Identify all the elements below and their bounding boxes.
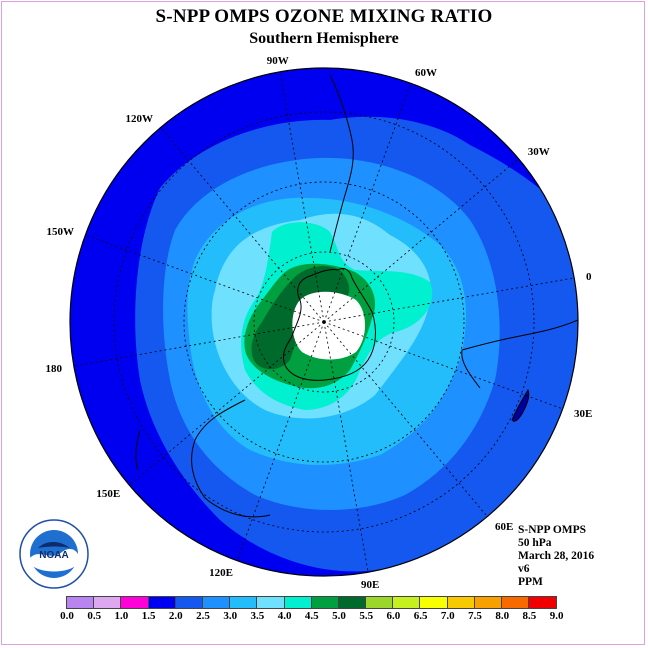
colorbar-tick-label: 7.0 — [440, 610, 455, 622]
colorbar-segment — [230, 597, 258, 608]
colorbar-segment — [284, 597, 312, 608]
colorbar-tick-label: 2.5 — [196, 610, 210, 622]
colorbar-segment — [121, 597, 149, 608]
colorbar-segment — [393, 597, 421, 608]
coastlines — [135, 74, 578, 518]
colorbar-segment — [420, 597, 448, 608]
madagascar-coastline — [511, 388, 530, 422]
longitude-label: 180 — [46, 363, 63, 375]
colorbar-segment — [94, 597, 122, 608]
longitude-label: 90E — [361, 579, 379, 591]
instrument-label: S-NPP OMPS — [518, 524, 587, 536]
map-info-block: S-NPP OMPS 50 hPa March 28, 2016 v6 PPM — [518, 524, 594, 589]
colorbar-tick-label: 4.0 — [277, 610, 292, 622]
colorbar-segment — [366, 597, 394, 608]
longitude-label: 150E — [96, 488, 120, 500]
longitude-label: 0 — [586, 271, 592, 283]
colorbar-segment — [148, 597, 176, 608]
longitude-label: 120E — [209, 567, 233, 579]
colorbar-tick-label: 3.0 — [223, 610, 238, 622]
colorbar-segment — [474, 597, 502, 608]
graticule — [73, 71, 575, 573]
meridian-line — [323, 83, 412, 323]
missing-data-polar-night — [292, 291, 365, 360]
noaa-logo-text: NOAA — [39, 550, 68, 561]
longitude-label: 120W — [126, 113, 154, 125]
colorbar-tick-label: 5.5 — [359, 610, 374, 622]
colorbar-tick-label: 1.0 — [114, 610, 129, 622]
south-america-coastline — [329, 74, 354, 253]
version-label: v6 — [518, 563, 530, 575]
ozone-contours — [70, 68, 578, 576]
colorbar-segment — [529, 597, 557, 608]
colorbar-tick-label: 0.5 — [87, 610, 102, 622]
colorbar-tick-label: 6.5 — [413, 610, 428, 622]
colorbar-tick-label: 9.0 — [549, 610, 564, 622]
units-label: PPM — [518, 576, 543, 588]
pressure-level-label: 50 hPa — [518, 537, 552, 549]
latitude-circle-70s — [253, 251, 395, 393]
longitude-label: 150W — [47, 226, 75, 238]
africa-coastline — [461, 319, 578, 389]
antarctica-coastline — [282, 267, 376, 381]
map-subtitle: Southern Hemisphere — [249, 30, 399, 47]
latitude-circle-50s — [183, 181, 465, 463]
meridian-line — [129, 321, 325, 486]
colorbar-tick-label: 8.5 — [522, 610, 537, 622]
latitude-circle-30s — [113, 111, 535, 533]
date-label: March 28, 2016 — [518, 550, 595, 562]
meridian-line — [323, 321, 488, 517]
meridian-line — [323, 321, 563, 410]
meridian-line — [323, 321, 369, 573]
colorbar-tick-label: 7.5 — [468, 610, 482, 622]
longitude-label: 30W — [528, 146, 550, 158]
colorbar-segment — [67, 597, 95, 608]
colorbar-segment — [311, 597, 339, 608]
longitude-label: 30E — [574, 408, 592, 420]
colorbar-tick-label: 4.5 — [304, 610, 319, 622]
meridian-line — [279, 71, 325, 323]
colorbar-tick-label: 6.0 — [386, 610, 401, 622]
meridian-line — [85, 234, 325, 323]
colorbar — [66, 596, 558, 609]
colorbar-segment — [338, 597, 367, 608]
longitude-label: 60W — [415, 67, 437, 79]
south-pole-marker — [322, 320, 326, 324]
colorbar-tick-label: 2.0 — [168, 610, 183, 622]
colorbar-tick-label: 5.0 — [332, 610, 346, 622]
map-title: S-NPP OMPS OZONE MIXING RATIO — [155, 6, 493, 27]
colorbar-tick-label: 8.0 — [495, 610, 510, 622]
meridian-line — [160, 127, 325, 323]
meridian-line — [73, 321, 325, 367]
colorbar-segment — [175, 597, 203, 608]
longitude-labels: 90W 60W 30W 0 30E 60E 90E 120E 150E 180 150W 120W — [46, 55, 593, 591]
australia-coastline — [191, 399, 271, 518]
map-border — [69, 67, 579, 577]
colorbar-tick-label: 1.5 — [141, 610, 156, 622]
new-zealand-coastline — [135, 429, 141, 471]
noaa-logo: NOAA — [18, 518, 90, 590]
meridian-line — [323, 277, 575, 323]
colorbar-tick-label: 3.5 — [250, 610, 265, 622]
meridian-line — [236, 321, 325, 561]
colorbar-segment — [447, 597, 475, 608]
meridian-line — [323, 158, 519, 323]
colorbar-segment — [502, 597, 530, 608]
longitude-label: 60E — [495, 521, 513, 533]
colorbar-segment — [202, 597, 231, 608]
colorbar-tick-label: 0.0 — [60, 610, 74, 622]
colorbar-segment — [257, 597, 285, 608]
longitude-label: 90W — [267, 55, 289, 67]
colorbar-ticks: 0.0 0.5 1.0 1.5 2.0 2.5 3.0 3.5 4.0 4.5 5.0 5.5 6.0 6… — [0, 610, 648, 624]
